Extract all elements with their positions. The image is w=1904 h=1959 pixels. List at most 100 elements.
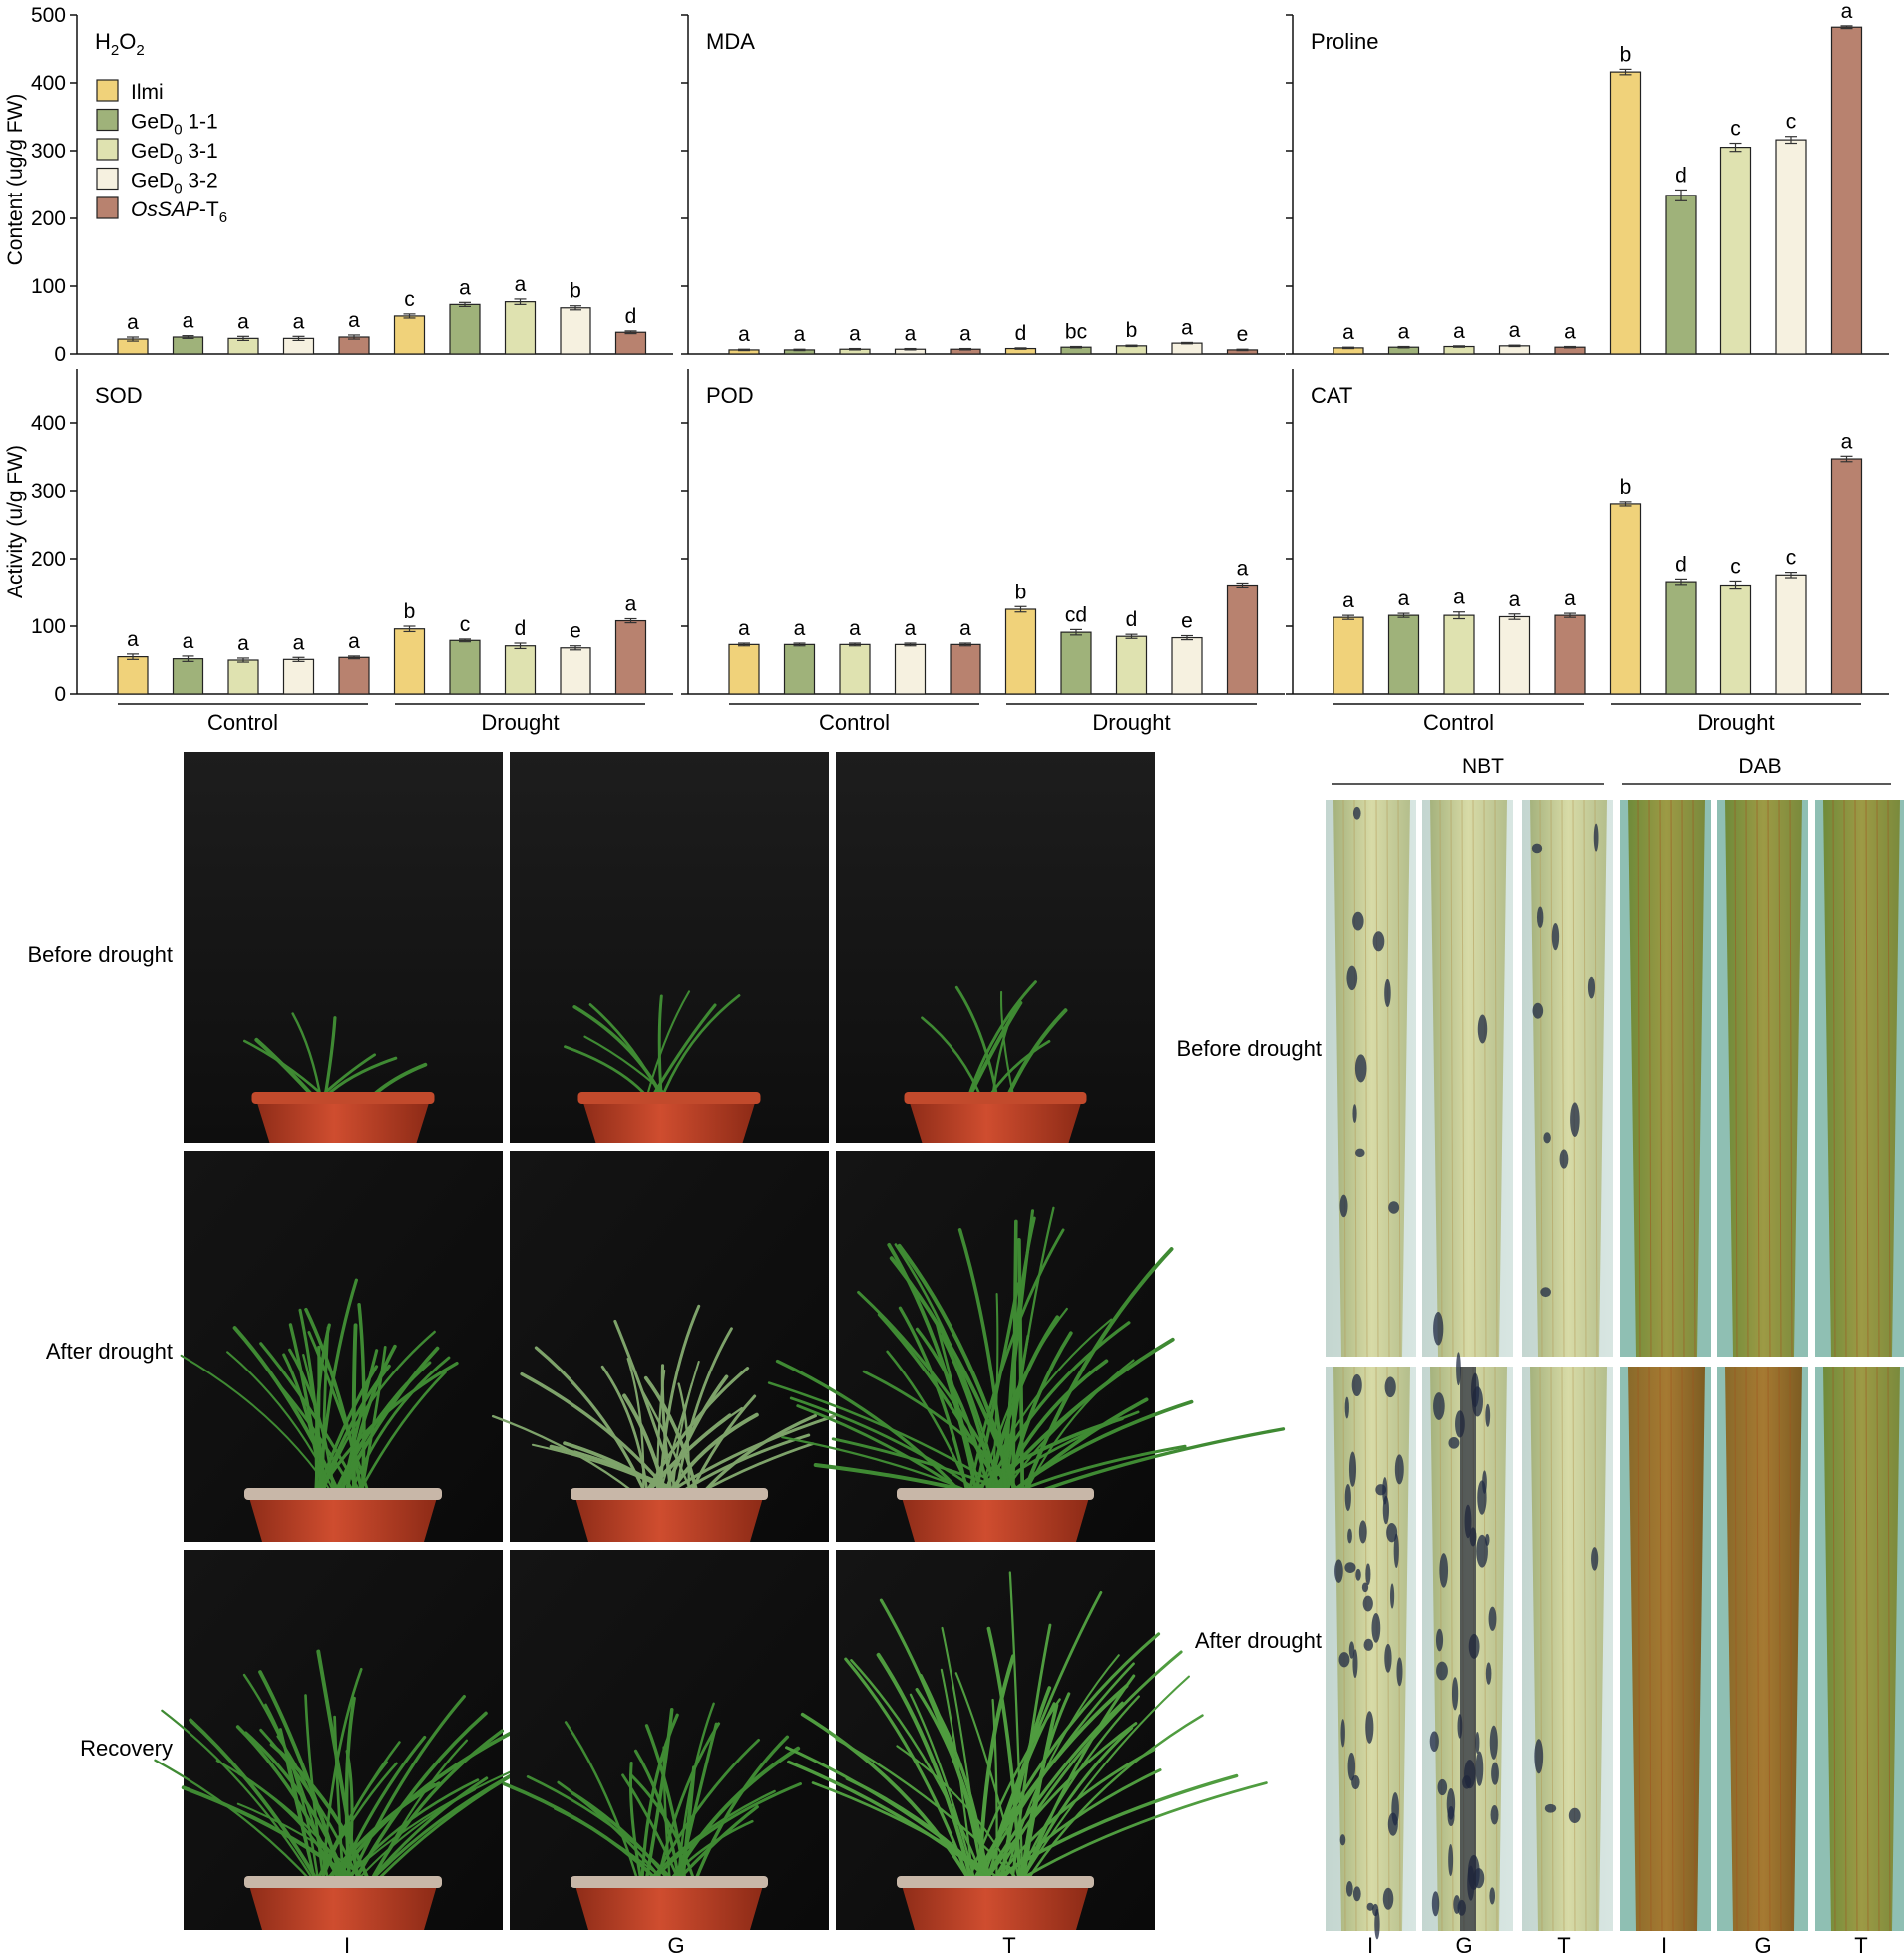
plant-leaf	[909, 1693, 977, 1888]
nbt-stain-spot	[1396, 1657, 1403, 1687]
leaf-vein	[1483, 1366, 1487, 1932]
error-bar	[1342, 346, 1354, 350]
significance-letter: a	[1509, 319, 1521, 342]
significance-letter: a	[905, 323, 917, 346]
plant-leaf	[646, 1782, 803, 1888]
bar	[1498, 615, 1531, 695]
plant-leaf	[215, 1760, 358, 1888]
bar	[950, 643, 981, 695]
leaf-vein	[1375, 799, 1379, 1358]
error-bar	[849, 347, 861, 351]
bar	[1830, 26, 1863, 355]
plant-photo	[154, 1550, 560, 1930]
plant-leaf	[876, 1652, 975, 1888]
leaf-vein	[1789, 799, 1793, 1358]
plant-leaf	[643, 1708, 674, 1888]
error-bar	[1342, 614, 1354, 620]
error-bar	[1014, 347, 1027, 350]
plant-leaf	[628, 1761, 644, 1888]
significance-letter: b	[570, 280, 581, 303]
nbt-stain-spot	[1393, 1533, 1399, 1569]
leaf-vein	[1734, 799, 1738, 1358]
nbt-stain-spot	[1473, 1868, 1485, 1889]
leaf-vein	[1659, 1366, 1663, 1932]
significance-letter: a	[237, 632, 249, 655]
nbt-stain-spot	[1433, 1392, 1445, 1420]
plant-leaf	[940, 1333, 999, 1500]
leaf-vein	[1670, 1366, 1674, 1932]
significance-letter: a	[738, 617, 750, 640]
error-bar	[348, 334, 360, 340]
flower-pot	[908, 1098, 1083, 1143]
significance-letter: a	[959, 617, 971, 640]
significance-letter: c	[1730, 118, 1741, 141]
plant-leaf	[964, 1000, 1023, 1104]
nbt-stain-spot	[1361, 1582, 1369, 1593]
significance-letter: a	[1564, 321, 1576, 344]
plant-leaf	[644, 990, 691, 1104]
nbt-stain-spot	[1475, 1732, 1480, 1754]
leaf-vein	[1539, 799, 1543, 1358]
leaf-vein	[1375, 1366, 1379, 1932]
bar	[614, 331, 647, 355]
significance-letter: d	[1015, 322, 1027, 345]
bar	[1609, 71, 1642, 355]
significance-letter: c	[1730, 555, 1741, 578]
plant-leaf	[572, 1005, 667, 1104]
plant-leaf	[345, 1749, 354, 1888]
nbt-stain-spot	[1390, 1583, 1395, 1609]
plant-leaf	[269, 1742, 373, 1888]
error-bar	[182, 655, 194, 662]
stain-label-nbt: NBT	[1462, 755, 1504, 778]
bar	[1171, 342, 1203, 355]
bar	[614, 619, 647, 695]
plant-leaf	[307, 1331, 372, 1500]
y-tick-label: 400	[31, 412, 66, 435]
plant-leaf	[658, 994, 741, 1104]
leaf-vein	[1832, 1366, 1836, 1932]
plant-leaf	[835, 1738, 1025, 1888]
error-bar	[1453, 345, 1465, 348]
plant-leaf	[154, 1759, 317, 1888]
leaf-vein	[1637, 1366, 1641, 1932]
error-bar	[738, 348, 750, 352]
leaf-blade	[1430, 800, 1507, 1357]
error-bar	[904, 642, 917, 647]
nbt-stain-spot	[1346, 965, 1358, 991]
leaf-blade	[1628, 800, 1705, 1357]
significance-letter: d	[1675, 553, 1687, 576]
leaf-vein	[1550, 799, 1554, 1358]
leaf-blade	[1530, 800, 1607, 1357]
significance-letter: d	[515, 617, 527, 640]
y-tick-label: 0	[54, 683, 66, 706]
nbt-stain-spot	[1391, 1792, 1399, 1826]
flower-pot	[901, 1494, 1090, 1542]
error-bar	[1840, 455, 1853, 463]
significance-letter: a	[293, 631, 305, 654]
bar	[783, 643, 816, 695]
significance-letter: a	[127, 628, 139, 651]
chart-panel-mda: MDA a a a a a d bc b a e	[681, 14, 1285, 355]
leaf-vein	[1450, 1366, 1454, 1932]
leaf-col-label-dab-t: T	[1854, 1933, 1867, 1958]
significance-letter: a	[1453, 587, 1465, 609]
significance-letter: a	[459, 276, 471, 299]
nbt-stain-spot	[1456, 1352, 1461, 1386]
leaf-vein	[1734, 1366, 1738, 1932]
bar	[1004, 608, 1037, 695]
plant-leaf	[844, 1657, 972, 1888]
significance-letter: e	[1237, 323, 1249, 346]
leaf-vein	[1353, 799, 1357, 1358]
nbt-leaf-image	[1326, 1366, 1416, 1940]
nbt-stain-spot	[1348, 1451, 1357, 1487]
bar	[172, 658, 204, 695]
leaf-col-label-nbt-g: G	[1455, 1933, 1472, 1958]
group-label-control: Control	[819, 710, 890, 735]
chart-title: MDA	[706, 29, 755, 54]
leaf-vein	[1397, 799, 1401, 1358]
significance-letter: b	[1015, 581, 1027, 603]
y-tick-label: 200	[31, 207, 66, 230]
nbt-stain-spot	[1355, 1148, 1365, 1158]
plant-leaf	[1022, 1714, 1204, 1888]
